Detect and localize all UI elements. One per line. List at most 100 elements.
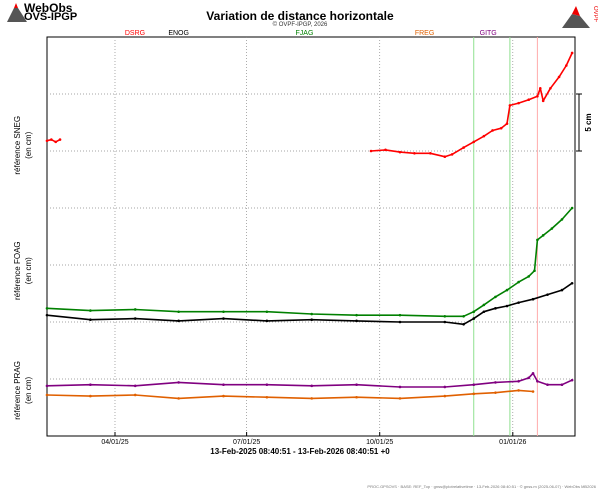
data-point: [517, 301, 520, 304]
data-point: [265, 310, 269, 314]
webobs-logo: [6, 2, 96, 28]
data-point: [398, 385, 402, 389]
station-marker-label: FJAG: [296, 30, 314, 37]
series-line: [46, 389, 534, 400]
data-point: [508, 104, 512, 107]
data-point: [443, 155, 447, 158]
data-point: [133, 393, 137, 397]
data-point: [517, 379, 520, 383]
data-point: [398, 313, 402, 317]
data-point: [536, 379, 539, 383]
data-point: [472, 383, 476, 387]
logo-title: WebObs: [24, 1, 73, 15]
data-point: [541, 99, 545, 103]
panel-labels: référence SNEG (en cm)référence FOAG (en c…: [13, 116, 33, 420]
series-line: [370, 52, 573, 158]
data-point: [536, 94, 539, 98]
data-point: [265, 395, 269, 399]
station-marker-label: ENOG: [168, 30, 189, 37]
x-tick-label: 04/01/25: [101, 439, 128, 446]
data-point: [222, 310, 225, 314]
data-point: [494, 295, 497, 299]
data-point: [482, 303, 486, 307]
data-point: [133, 308, 137, 311]
panel-unit: (en cm): [24, 377, 33, 404]
series-line: [46, 207, 573, 318]
station-markers: DSRG ENOG FJAG FREG GITG: [125, 30, 497, 37]
data-point: [570, 378, 574, 382]
data-point: [222, 317, 225, 320]
data-point: [222, 394, 225, 398]
data-point: [50, 138, 53, 141]
data-point: [505, 122, 509, 125]
data-point: [546, 293, 549, 296]
station-marker-label: FREG: [415, 30, 434, 37]
data-point: [45, 384, 49, 388]
data-point: [570, 51, 574, 55]
data-point: [482, 134, 486, 138]
data-point: [222, 383, 225, 387]
data-point: [541, 234, 545, 237]
data-point: [462, 322, 465, 326]
data-point: [531, 390, 535, 393]
logo-subtitle: OVS-IPGP: [24, 11, 78, 23]
data-point: [527, 98, 531, 101]
data-point: [177, 381, 180, 384]
data-point: [517, 101, 520, 105]
data-point: [54, 140, 57, 144]
data-point: [89, 383, 92, 387]
panel-unit: (en cm): [24, 131, 33, 158]
data-point: [413, 151, 416, 155]
data-point: [384, 148, 387, 152]
x-tick-label: 07/01/25: [233, 439, 260, 446]
data-point: [560, 288, 564, 292]
data-point: [570, 206, 574, 210]
ovpf-logo: OVPF: [560, 2, 598, 54]
data-point: [482, 310, 486, 314]
data-point: [398, 397, 402, 400]
data-point: [310, 318, 314, 322]
data-point: [462, 146, 465, 149]
series-line: [46, 138, 61, 143]
grid: [47, 37, 575, 436]
data-point: [550, 227, 554, 230]
data-point: [58, 138, 62, 141]
data-point: [472, 140, 476, 144]
data-point: [531, 372, 535, 375]
x-tick-label: 10/01/25: [366, 439, 393, 446]
data-point: [536, 238, 539, 242]
data-point: [177, 319, 180, 323]
data-point: [560, 383, 564, 387]
event-lines: [473, 37, 538, 436]
data-point: [472, 392, 476, 396]
panel-label: référence PRAG: [13, 361, 22, 420]
data-point: [355, 313, 358, 317]
time-range: 13-Feb-2025 08:40:51 - 13-Feb-2026 08:40…: [210, 447, 390, 456]
data-point: [472, 310, 476, 314]
data-point: [472, 317, 476, 320]
ovpf-logo-text: OVPF: [592, 6, 598, 23]
data-point: [557, 75, 561, 79]
data-point: [546, 383, 549, 387]
data-point: [310, 312, 314, 316]
data-point: [89, 318, 92, 322]
data-point: [443, 385, 447, 389]
panel-label: référence FOAG: [13, 241, 22, 300]
data-point: [89, 394, 92, 398]
data-point: [499, 126, 503, 130]
data-point: [527, 376, 531, 380]
footer-note: PROC.GPSOVS · BASE: REF_Top · gnss@plotr…: [367, 484, 596, 489]
panel-unit: (en cm): [24, 257, 33, 284]
data-point: [133, 317, 137, 320]
data-point: [133, 384, 137, 388]
data-point: [533, 269, 536, 273]
data-point: [527, 275, 531, 278]
data-point: [570, 281, 574, 285]
data-point: [45, 139, 49, 143]
series-line: [46, 282, 573, 326]
data-point: [491, 129, 494, 132]
plot-frame: [46, 36, 576, 437]
scale-bar: 5 cm: [576, 93, 593, 152]
series-layer: [45, 51, 574, 400]
